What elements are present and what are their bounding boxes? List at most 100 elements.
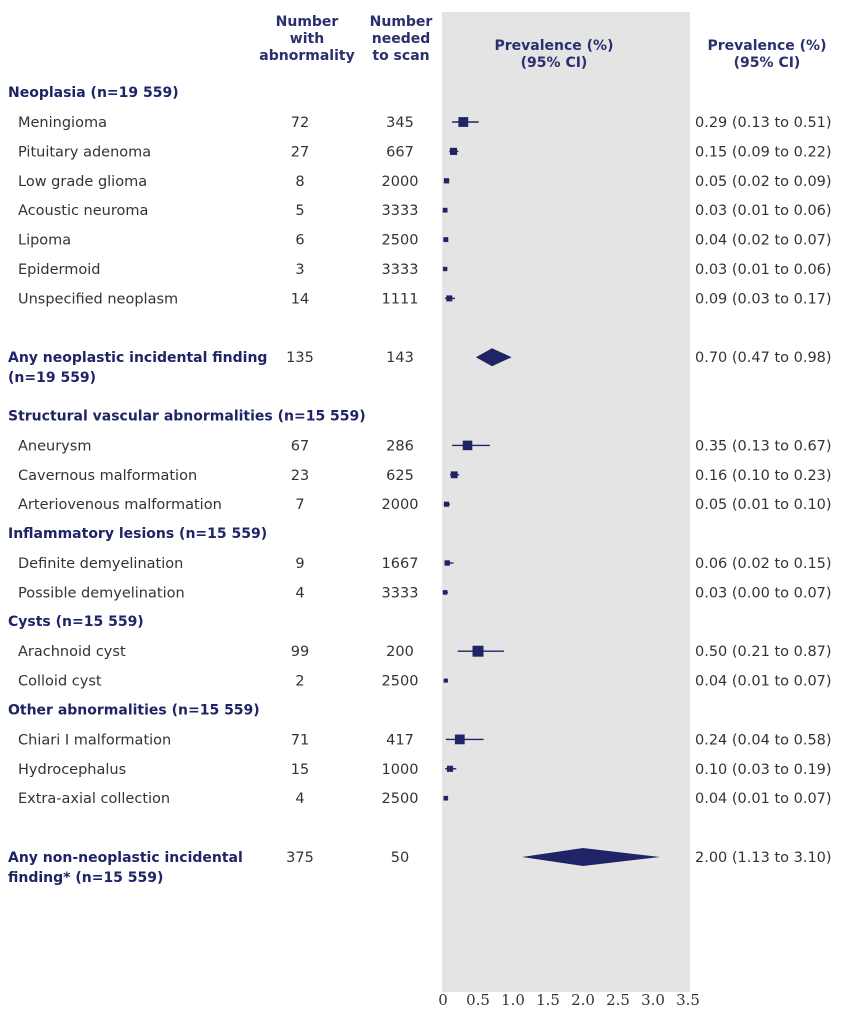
nns-value: 2500 — [382, 791, 419, 807]
x-tick-label: 0 — [438, 991, 448, 1009]
count-value: 99 — [291, 644, 309, 660]
prevalence-ci-text: 0.05 (0.01 to 0.10) — [695, 497, 832, 513]
prevalence-ci-text: 0.05 (0.02 to 0.09) — [695, 174, 832, 190]
count-value: 9 — [295, 556, 304, 572]
point-estimate-marker — [450, 471, 458, 479]
point-estimate-marker — [443, 237, 449, 243]
point-estimate-marker — [442, 266, 448, 272]
header-number-with-abnormality: Number — [276, 14, 339, 30]
prevalence-ci-text: 0.35 (0.13 to 0.67) — [695, 438, 832, 454]
header-number-needed-to-scan: to scan — [372, 48, 429, 64]
prevalence-ci-text: 0.70 (0.47 to 0.98) — [695, 350, 832, 366]
count-value: 72 — [291, 115, 309, 131]
point-estimate-marker — [443, 501, 450, 507]
count-value: 67 — [291, 438, 309, 454]
header-prevalence-text: Prevalence (%) — [708, 38, 827, 54]
prevalence-ci-text: 0.04 (0.01 to 0.07) — [695, 791, 832, 807]
row-label: Low grade glioma — [18, 174, 147, 190]
summary-diamond — [522, 848, 660, 866]
point-estimate-marker — [443, 178, 450, 184]
x-axis: 0 0.5 1.0 1.5 2.0 2.5 3.0 3.5 — [438, 991, 700, 1009]
nns-value: 1667 — [382, 556, 419, 572]
point-estimate-marker — [442, 590, 448, 595]
nns-value: 1111 — [382, 291, 419, 307]
count-value: 135 — [286, 350, 314, 366]
x-tick-label: 1.0 — [501, 991, 525, 1009]
x-tick-label: 0.5 — [466, 991, 490, 1009]
header-number-with-abnormality: abnormality — [259, 48, 354, 64]
prevalence-ci-text: 0.15 (0.09 to 0.22) — [695, 144, 832, 160]
count-value: 71 — [291, 732, 309, 748]
section-heading: Other abnormalities (n=15 559) — [8, 702, 260, 718]
count-value: 27 — [291, 144, 309, 160]
count-value: 8 — [295, 174, 304, 190]
nns-value: 50 — [391, 850, 409, 866]
nns-value: 2500 — [382, 233, 419, 249]
row-label: Pituitary adenoma — [18, 144, 151, 160]
nns-value: 200 — [386, 644, 414, 660]
point-estimate-marker — [446, 765, 454, 772]
header-number-needed-to-scan: needed — [372, 31, 431, 47]
row-label: Meningioma — [18, 115, 107, 131]
x-tick-label: 3.5 — [676, 991, 700, 1009]
nns-value: 143 — [386, 350, 414, 366]
prevalence-ci-text: 0.03 (0.01 to 0.06) — [695, 262, 832, 278]
row-label: Cavernous malformation — [18, 468, 197, 484]
count-value: 6 — [295, 233, 304, 249]
point-estimate-marker — [449, 147, 458, 155]
header-prevalence-plot: Prevalence (%) — [495, 38, 614, 54]
summary-label: finding* (n=15 559) — [8, 870, 163, 886]
count-value: 2 — [295, 674, 304, 690]
prevalence-ci-text: 0.24 (0.04 to 0.58) — [695, 732, 832, 748]
row-label: Arteriovenous malformation — [18, 497, 222, 513]
prevalence-ci-text: 0.04 (0.02 to 0.07) — [695, 233, 832, 249]
row-label: Unspecified neoplasm — [18, 291, 178, 307]
summary-label: Any neoplastic incidental finding — [8, 350, 267, 366]
prevalence-ci-text: 0.16 (0.10 to 0.23) — [695, 468, 832, 484]
count-value: 14 — [291, 291, 309, 307]
row-label: Epidermoid — [18, 262, 100, 278]
count-value: 5 — [295, 203, 304, 219]
nns-value: 3333 — [382, 262, 419, 278]
point-estimate-marker — [458, 117, 469, 127]
nns-value: 345 — [386, 115, 414, 131]
nns-value: 417 — [386, 732, 414, 748]
nns-value: 286 — [386, 438, 414, 454]
nns-value: 667 — [386, 144, 414, 160]
prevalence-ci-text: 0.50 (0.21 to 0.87) — [695, 644, 832, 660]
row-label: Aneurysm — [18, 438, 91, 454]
prevalence-ci-text: 0.06 (0.02 to 0.15) — [695, 556, 832, 572]
point-estimate-marker — [443, 795, 449, 801]
prevalence-ci-text: 0.04 (0.01 to 0.07) — [695, 674, 832, 690]
row-label: Acoustic neuroma — [18, 203, 148, 219]
prevalence-ci-text: 0.09 (0.03 to 0.17) — [695, 291, 832, 307]
count-value: 15 — [291, 762, 309, 778]
point-estimate-marker — [444, 560, 450, 566]
point-estimate-marker — [472, 645, 484, 657]
point-estimate-marker — [442, 207, 448, 213]
row-label: Definite demyelination — [18, 556, 183, 572]
nns-value: 3333 — [382, 203, 419, 219]
prevalence-ci-text: 0.29 (0.13 to 0.51) — [695, 115, 832, 131]
nns-value: 3333 — [382, 585, 419, 601]
count-value: 375 — [286, 850, 314, 866]
row-label: Hydrocephalus — [18, 762, 126, 778]
nns-value: 2000 — [382, 497, 419, 513]
nns-value: 625 — [386, 468, 414, 484]
section-heading: Structural vascular abnormalities (n=15 … — [8, 408, 366, 424]
row-label: Colloid cyst — [18, 674, 102, 690]
x-tick-label: 2.5 — [606, 991, 630, 1009]
point-estimate-marker — [454, 734, 465, 745]
summary-label: Any non-neoplastic incidental — [8, 850, 243, 866]
count-value: 7 — [295, 497, 304, 513]
section-heading: Neoplasia (n=19 559) — [8, 85, 179, 101]
point-estimate-marker — [443, 678, 448, 683]
point-estimate-marker — [462, 440, 473, 451]
summary-label: (n=19 559) — [8, 370, 96, 386]
row-label: Lipoma — [18, 233, 71, 249]
table-rows: Neoplasia (n=19 559)Meningioma 72 345 0.29 … — [8, 85, 832, 886]
count-value: 23 — [291, 468, 309, 484]
nns-value: 2000 — [382, 174, 419, 190]
